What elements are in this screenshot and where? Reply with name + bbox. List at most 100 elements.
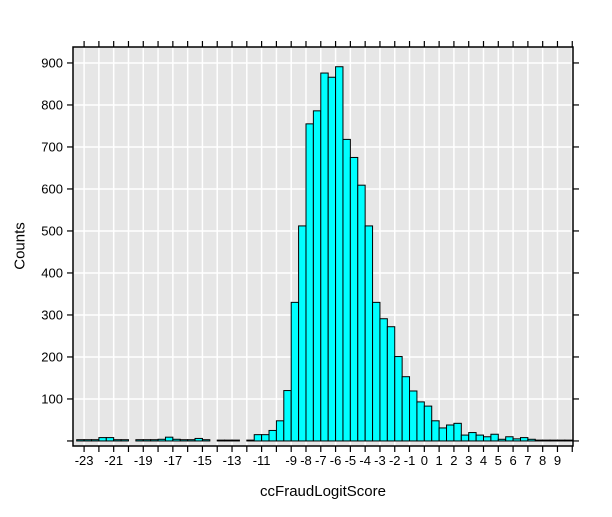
y-tick-label: 600 xyxy=(41,181,63,196)
x-tick-label: -19 xyxy=(134,453,153,468)
histogram-bar xyxy=(519,437,529,442)
histogram-bar xyxy=(409,390,418,442)
histogram-bar xyxy=(549,439,558,442)
histogram-bar xyxy=(305,123,314,442)
histogram-bar xyxy=(290,301,300,442)
histogram-bar xyxy=(179,439,189,442)
histogram-bar xyxy=(231,439,240,442)
x-tick-label: 2 xyxy=(450,453,457,468)
histogram-bar xyxy=(453,422,462,442)
x-tick-label: -9 xyxy=(285,453,297,468)
histogram-bar xyxy=(379,318,388,442)
histogram-bar xyxy=(564,439,573,442)
histogram-bar xyxy=(246,439,255,442)
y-tick-label: 500 xyxy=(41,223,63,238)
histogram-bar xyxy=(253,434,263,442)
x-tick-label: -21 xyxy=(104,453,123,468)
histogram-bar xyxy=(475,434,485,442)
x-tick-label: -3 xyxy=(374,453,386,468)
histogram-bar xyxy=(423,405,433,442)
x-tick-label: 5 xyxy=(495,453,502,468)
histogram-bar xyxy=(505,436,514,442)
x-tick-label: 1 xyxy=(436,453,443,468)
histogram-bar xyxy=(349,156,359,442)
x-tick-label: 9 xyxy=(554,453,561,468)
x-tick-label: -1 xyxy=(404,453,416,468)
x-tick-label: 8 xyxy=(539,453,546,468)
x-tick-label: -11 xyxy=(253,453,271,468)
histogram-bar xyxy=(76,439,85,442)
histogram-bar xyxy=(194,437,203,442)
histogram-bar xyxy=(261,434,270,442)
histogram-bar xyxy=(512,438,521,442)
histogram-bar xyxy=(372,301,381,442)
histogram-bar xyxy=(201,439,211,442)
histogram-bar xyxy=(268,429,277,442)
histogram-bar xyxy=(298,225,307,442)
histogram-bar xyxy=(335,66,344,442)
x-tick-label: -23 xyxy=(75,453,94,468)
y-tick-label: 300 xyxy=(41,307,63,322)
y-axis-title: Counts xyxy=(11,222,29,270)
x-tick-label: -13 xyxy=(223,453,242,468)
x-tick-label: -17 xyxy=(163,453,182,468)
histogram-bar xyxy=(542,439,551,442)
x-tick-label: 0 xyxy=(421,453,428,468)
x-tick-label: -4 xyxy=(359,453,371,468)
histogram-bar xyxy=(401,376,411,442)
histogram-bar xyxy=(312,110,322,442)
histogram-bar xyxy=(216,439,226,442)
histogram-bar xyxy=(172,438,181,442)
x-tick-label: 6 xyxy=(509,453,516,468)
x-axis-title: ccFraudLogitScore xyxy=(260,483,386,500)
histogram-bar xyxy=(83,439,92,442)
histogram-bar xyxy=(187,439,196,442)
histogram-bar xyxy=(394,356,403,442)
histogram-bar xyxy=(164,436,174,442)
histogram-bar xyxy=(556,439,566,442)
x-tick-label: 7 xyxy=(524,453,531,468)
histogram-bar xyxy=(224,439,233,442)
histogram-bar xyxy=(446,424,455,442)
x-tick-label: -15 xyxy=(193,453,212,468)
y-tick-label: 800 xyxy=(41,97,63,112)
histogram-bar xyxy=(98,437,107,442)
histogram-bar xyxy=(497,438,507,442)
y-tick-label: 100 xyxy=(41,391,63,406)
plot-border xyxy=(72,46,574,447)
histogram-bar xyxy=(157,438,166,442)
histogram-bar xyxy=(438,427,448,442)
histogram-bar xyxy=(416,401,425,442)
histogram-bar xyxy=(283,390,292,442)
histogram-bar xyxy=(490,433,499,442)
histogram-bar xyxy=(105,437,115,442)
histogram-bar xyxy=(527,438,536,442)
histogram-bar xyxy=(135,439,144,442)
histogram-bar xyxy=(483,436,492,442)
histogram-bar xyxy=(386,326,396,442)
x-tick-label: 3 xyxy=(465,453,472,468)
histogram-bar xyxy=(357,184,366,442)
x-tick-label: -5 xyxy=(345,453,357,468)
x-tick-label: -6 xyxy=(330,453,342,468)
x-tick-label: -7 xyxy=(315,453,327,468)
histogram-bar xyxy=(342,138,351,442)
histogram-bar xyxy=(468,432,477,442)
histogram-bar xyxy=(460,434,470,442)
histogram-bar xyxy=(275,420,285,442)
histogram-bar xyxy=(120,439,129,442)
x-tick-label: 4 xyxy=(480,453,487,468)
histogram-bar xyxy=(320,72,329,442)
y-tick-label: 200 xyxy=(41,349,63,364)
histogram-bar xyxy=(90,439,100,442)
x-tick-label: -2 xyxy=(389,453,401,468)
histogram-bar xyxy=(327,76,337,442)
y-tick-label: 900 xyxy=(41,55,63,70)
y-tick-label: 400 xyxy=(41,265,63,280)
histogram-bar xyxy=(150,439,159,442)
y-tick-label: 700 xyxy=(41,139,63,154)
x-tick-label: -8 xyxy=(300,453,312,468)
histogram-bar xyxy=(534,439,544,442)
